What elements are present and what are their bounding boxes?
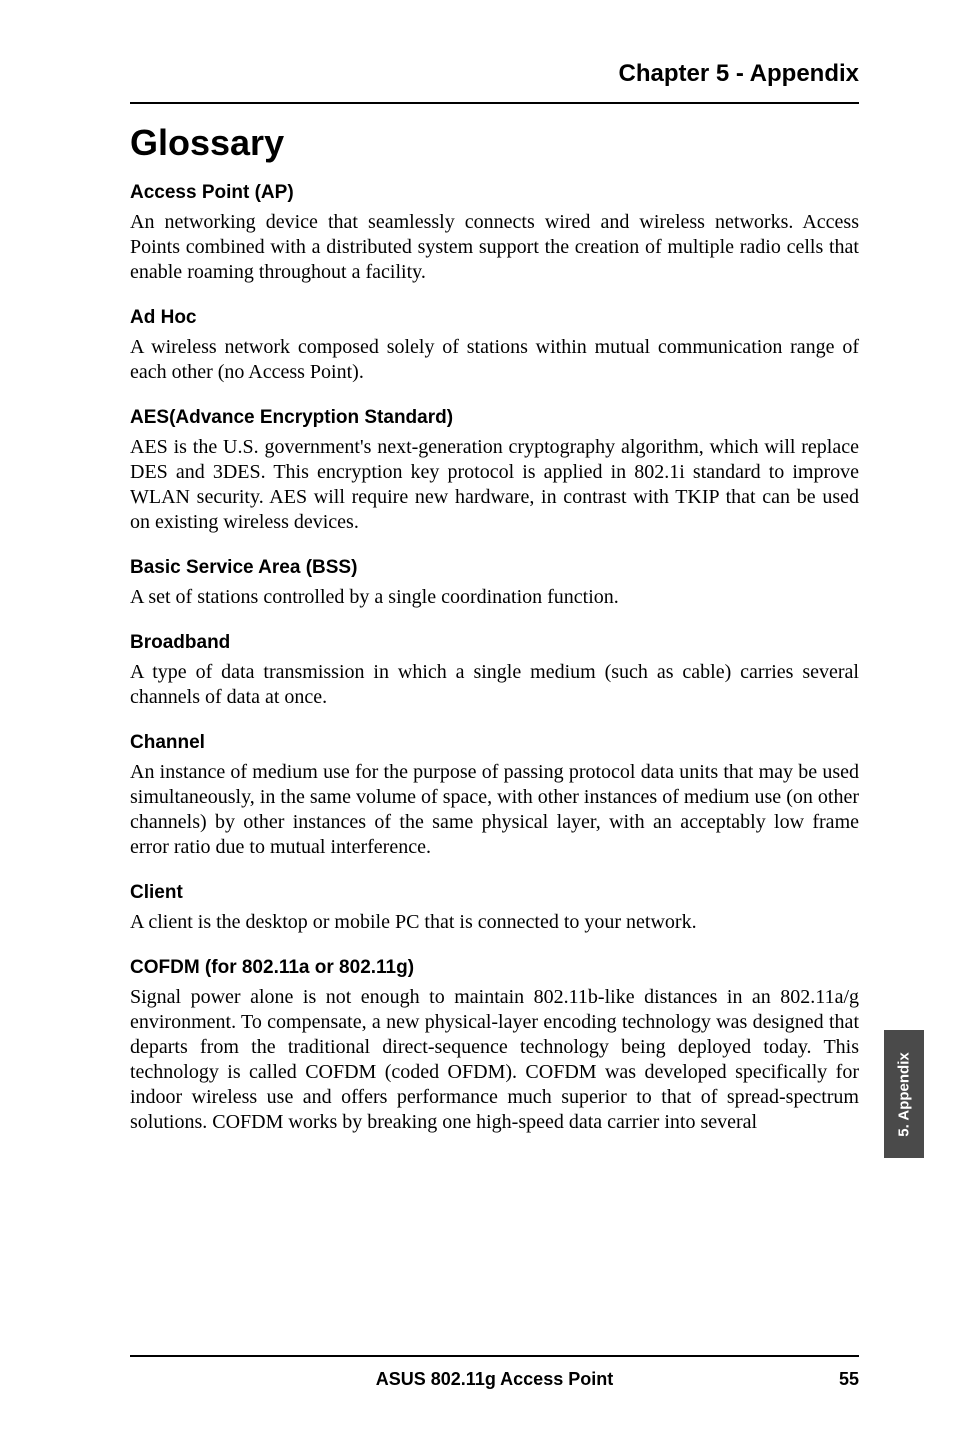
term-heading: Channel xyxy=(130,732,859,754)
term-body: A client is the desktop or mobile PC tha… xyxy=(130,910,859,935)
term-body: An networking device that seamlessly con… xyxy=(130,210,859,285)
term-body: A type of data transmission in which a s… xyxy=(130,660,859,710)
side-tab-label: 5. Appendix xyxy=(896,1052,913,1136)
footer-row: ASUS 802.11g Access Point 55 xyxy=(130,1369,859,1390)
glossary-entry: Broadband A type of data transmission in… xyxy=(130,632,859,710)
glossary-entry: Basic Service Area (BSS) A set of statio… xyxy=(130,557,859,610)
glossary-entry: Client A client is the desktop or mobile… xyxy=(130,882,859,935)
term-body: An instance of medium use for the purpos… xyxy=(130,760,859,860)
side-tab: 5. Appendix xyxy=(884,1030,924,1158)
footer: ASUS 802.11g Access Point 55 xyxy=(130,1355,859,1390)
glossary-entry: Access Point (AP) An networking device t… xyxy=(130,182,859,285)
page-title: Glossary xyxy=(130,122,859,164)
term-body: A wireless network composed solely of st… xyxy=(130,335,859,385)
term-heading: Access Point (AP) xyxy=(130,182,859,204)
term-heading: Broadband xyxy=(130,632,859,654)
footer-rule xyxy=(130,1355,859,1357)
term-body: Signal power alone is not enough to main… xyxy=(130,985,859,1135)
term-heading: Ad Hoc xyxy=(130,307,859,329)
footer-product: ASUS 802.11g Access Point xyxy=(170,1369,819,1390)
glossary-entry: AES(Advance Encryption Standard) AES is … xyxy=(130,407,859,535)
term-heading: COFDM (for 802.11a or 802.11g) xyxy=(130,957,859,979)
term-heading: AES(Advance Encryption Standard) xyxy=(130,407,859,429)
term-heading: Client xyxy=(130,882,859,904)
glossary-entry: COFDM (for 802.11a or 802.11g) Signal po… xyxy=(130,957,859,1135)
glossary-entry: Ad Hoc A wireless network composed solel… xyxy=(130,307,859,385)
header-rule xyxy=(130,102,859,104)
term-body: A set of stations controlled by a single… xyxy=(130,585,859,610)
chapter-header: Chapter 5 - Appendix xyxy=(130,60,859,88)
glossary-entry: Channel An instance of medium use for th… xyxy=(130,732,859,860)
term-body: AES is the U.S. government's next-genera… xyxy=(130,435,859,535)
footer-page-number: 55 xyxy=(819,1369,859,1390)
term-heading: Basic Service Area (BSS) xyxy=(130,557,859,579)
